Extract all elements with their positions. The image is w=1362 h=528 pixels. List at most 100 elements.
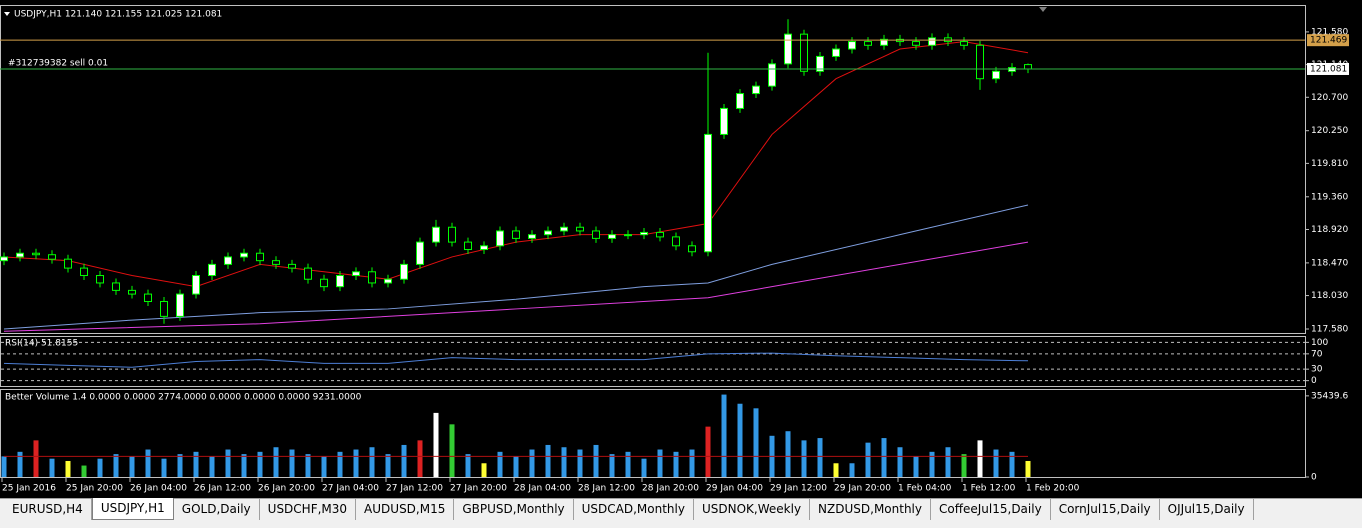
volume-bar xyxy=(417,440,423,477)
candle-body xyxy=(976,44,984,80)
y-tick-label: 30 xyxy=(1311,365,1323,375)
moving-average xyxy=(3,241,1029,332)
moving-average xyxy=(3,204,1029,330)
candle-body xyxy=(448,226,456,243)
symbol-tab[interactable]: USDCAD,Monthly xyxy=(574,499,694,520)
candle-body xyxy=(736,93,744,109)
price-level-tag xyxy=(1307,34,1349,47)
y-tick-label: 100 xyxy=(1311,338,1328,348)
x-tick-label: 1 Feb 12:00 xyxy=(962,484,1016,494)
volume-panel xyxy=(0,389,1306,478)
candle-body xyxy=(384,278,392,284)
x-tick-label: 27 Jan 20:00 xyxy=(450,484,507,494)
symbol-tab[interactable]: EURUSD,H4 xyxy=(4,499,92,520)
y-tick-label: 0 xyxy=(1311,473,1317,483)
volume-bar xyxy=(33,440,39,477)
volume-bar xyxy=(321,456,327,477)
volume-bar xyxy=(513,456,519,477)
symbol-tab[interactable]: OJJul15,Daily xyxy=(1160,499,1254,520)
y-tick-label: 120.250 xyxy=(1311,126,1348,136)
rsi-panel xyxy=(0,336,1306,387)
y-tick-label: 70 xyxy=(1311,349,1323,359)
x-tick-label: 28 Jan 04:00 xyxy=(514,484,571,494)
volume-bar xyxy=(641,458,647,477)
candle-body xyxy=(240,252,248,258)
volume-bar xyxy=(401,444,407,477)
candle-body xyxy=(144,293,152,303)
volume-bar xyxy=(977,440,983,477)
volume-bar xyxy=(993,449,999,477)
x-tick-label: 27 Jan 12:00 xyxy=(386,484,443,494)
symbol-tab[interactable]: NZDUSD,Monthly xyxy=(810,499,931,520)
x-tick-label: 1 Feb 04:00 xyxy=(898,484,952,494)
x-tick-label: 29 Jan 04:00 xyxy=(706,484,763,494)
volume-bar xyxy=(145,449,151,477)
terminal-chart: USDJPY,H1 121.140 121.155 121.025 121.08… xyxy=(0,5,1349,494)
candle-body xyxy=(320,278,328,288)
volume-bar xyxy=(961,454,967,477)
candle-body xyxy=(224,256,232,265)
candle-body xyxy=(704,133,712,253)
volume-bar xyxy=(801,440,807,477)
volume-bar xyxy=(81,465,87,477)
symbol-tab[interactable]: GOLD,Daily xyxy=(174,499,260,520)
symbol-tab[interactable]: CoffeeJul15,Daily xyxy=(931,499,1051,520)
candle-body xyxy=(464,241,472,251)
volume-bar xyxy=(881,438,887,477)
volume-title: Better Volume 1.4 0.0000 0.0000 2774.000… xyxy=(5,393,362,403)
candle-body xyxy=(352,271,360,277)
volume-bar xyxy=(913,456,919,477)
candle-body xyxy=(208,263,216,277)
candle-body xyxy=(272,260,280,265)
candle-body xyxy=(160,301,168,317)
candle-body xyxy=(656,231,664,238)
y-tick-label: 120.700 xyxy=(1311,93,1348,103)
volume-bar xyxy=(593,444,599,477)
symbol-tab[interactable]: USDNOK,Weekly xyxy=(694,499,811,520)
candle-body xyxy=(80,267,88,277)
candle-body xyxy=(32,252,40,256)
volume-bar xyxy=(129,456,135,477)
volume-bar xyxy=(1,456,7,477)
volume-bar xyxy=(833,463,839,477)
candle-body xyxy=(16,252,24,258)
volume-bar xyxy=(449,424,455,477)
y-tick-label: 118.920 xyxy=(1311,225,1348,235)
volume-bar xyxy=(945,447,951,477)
candle-body xyxy=(592,230,600,239)
symbol-tab[interactable]: GBPUSD,Monthly xyxy=(454,499,574,520)
candle-body xyxy=(336,275,344,288)
volume-bar xyxy=(753,408,759,477)
symbol-tab[interactable]: AUDUSD,M15 xyxy=(356,499,455,520)
y-tick-label: 118.030 xyxy=(1311,291,1348,301)
x-tick-label: 26 Jan 12:00 xyxy=(194,484,251,494)
candle-body xyxy=(256,252,264,262)
volume-bar xyxy=(625,451,631,477)
volume-bar xyxy=(241,454,247,477)
rsi-title: RSI(14) 51.8155 xyxy=(5,339,78,349)
symbol-tab[interactable]: USDJPY,H1 xyxy=(91,498,174,520)
candle-body xyxy=(864,41,872,46)
price-level-label: 121.081 xyxy=(1310,64,1347,74)
volume-bar xyxy=(225,449,231,477)
tab-bar: EURUSD,H4 USDJPY,H1 GOLD,Daily USDCHF,M30 AU… xyxy=(0,498,1362,528)
volume-bar xyxy=(577,449,583,477)
volume-bar xyxy=(337,451,343,477)
candle-body xyxy=(928,37,936,46)
candle-body xyxy=(528,234,536,239)
menu-marker xyxy=(4,12,10,16)
y-tick-label: 121.580 xyxy=(1311,27,1348,37)
symbol-tab[interactable]: USDCHF,M30 xyxy=(260,499,357,520)
x-tick-label: 28 Jan 12:00 xyxy=(578,484,635,494)
candle-body xyxy=(288,263,296,269)
volume-bar xyxy=(97,458,103,477)
candle-body xyxy=(624,234,632,237)
candle-body xyxy=(832,48,840,57)
volume-bar xyxy=(289,449,295,477)
symbol-tab[interactable]: CornJul15,Daily xyxy=(1051,499,1160,520)
y-tick-label: 117.580 xyxy=(1311,324,1348,334)
candle-body xyxy=(880,38,888,46)
volume-bar xyxy=(465,454,471,477)
candle-body xyxy=(912,41,920,46)
volume-bar xyxy=(657,449,663,477)
